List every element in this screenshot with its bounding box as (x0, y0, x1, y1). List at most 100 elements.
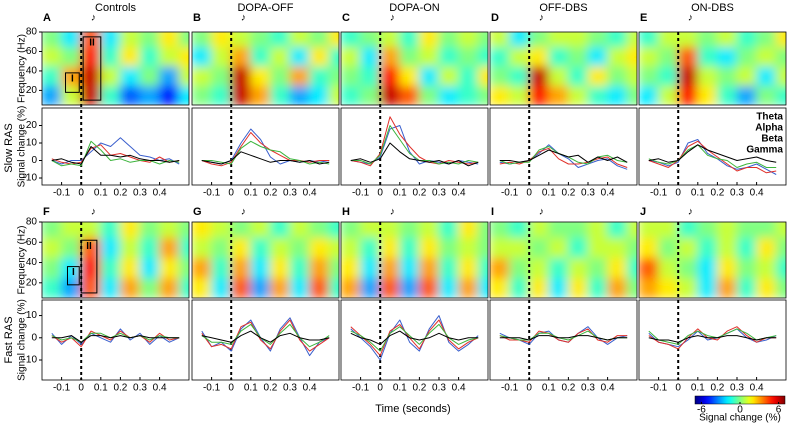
heatmap-cell (211, 256, 232, 279)
x-tick-label: 0 (78, 188, 84, 199)
heatmap-cell (775, 236, 786, 258)
heatmap-cell (477, 85, 488, 105)
heatmap-cell (178, 277, 189, 298)
heatmap-cell (309, 277, 330, 298)
series-line (51, 137, 180, 165)
heatmap-cell (61, 256, 82, 279)
heatmap-cell (119, 46, 141, 67)
heatmap-cell (399, 32, 420, 48)
heatmap-cell (80, 85, 102, 105)
heatmap-cell (42, 236, 63, 258)
heatmap-cell (438, 222, 460, 238)
heatmap (192, 222, 339, 298)
series-line (51, 332, 180, 343)
heatmap-cell (328, 32, 339, 48)
panel-letter: C (342, 12, 350, 24)
series-line (350, 116, 479, 167)
heatmap-cell (587, 85, 609, 105)
heatmap-cell (328, 277, 339, 298)
heatmap-cell (328, 236, 339, 258)
heatmap-cell (211, 85, 232, 105)
heatmap-cell (697, 236, 718, 258)
series-line (51, 335, 180, 343)
stimulus-symbol: ♪ (539, 207, 544, 218)
y-tick-label: 10 (26, 138, 38, 149)
heatmap-cell (360, 256, 381, 279)
x-tick-label: 0 (526, 383, 532, 394)
heatmap-cell (639, 85, 660, 105)
heatmap-cell (438, 46, 460, 67)
x-tick-label: 0.4 (153, 383, 167, 394)
heatmap-cell (477, 236, 488, 258)
heatmap-cell (360, 236, 381, 258)
heatmap-cell (677, 85, 699, 105)
heatmap-cell (309, 46, 330, 67)
heatmap-cell (490, 277, 511, 298)
panel-letter: D (491, 12, 499, 24)
series-line (648, 144, 777, 163)
series-line (201, 330, 330, 343)
heatmap-cell (139, 46, 161, 67)
heatmap-cell (775, 256, 786, 279)
heatmap-cell (309, 256, 330, 279)
heatmap-cell (418, 222, 440, 238)
stimulus-symbol: ♪ (688, 207, 693, 218)
heatmap-cell (250, 277, 271, 298)
heatmap-cell (756, 256, 777, 279)
heatmap-cell (587, 236, 609, 258)
x-tick-label: -0.1 (203, 383, 221, 394)
x-tick-label: 0 (228, 383, 234, 394)
heatmap-cell (458, 32, 479, 48)
heatmap-cell (639, 256, 660, 279)
heatmap-cell (360, 85, 381, 105)
column-title: DOPA-OFF (237, 2, 293, 14)
x-tick-label: 0.4 (303, 188, 317, 199)
heatmap-cell (178, 222, 189, 238)
series-line (648, 144, 777, 168)
heatmap-cell (139, 65, 161, 87)
heatmap-cell (230, 46, 252, 67)
heatmap-cell (211, 277, 232, 298)
x-tick-label: 0 (377, 188, 383, 199)
x-tick-label: 0.1 (244, 188, 258, 199)
heatmap-cell (639, 46, 660, 67)
heatmap-cell (548, 65, 569, 87)
y-axis-label: Frequency (Hz) (17, 34, 28, 103)
panel-frame (489, 31, 638, 106)
heatmap-cell (509, 46, 530, 67)
heatmap-cell (458, 46, 479, 67)
heatmap-cell (528, 277, 550, 298)
heatmap-cell (61, 32, 82, 48)
x-tick-label: 0.3 (432, 188, 446, 199)
heatmap-cell (567, 85, 589, 105)
heatmap-cell (341, 32, 362, 48)
heatmap-cell (626, 85, 637, 105)
heatmap-cell (677, 46, 699, 67)
heatmap-cell (341, 236, 362, 258)
panel-frame (191, 299, 340, 381)
heatmap-cell (697, 277, 718, 298)
heatmap-cell (100, 222, 121, 238)
heatmap-cell (250, 85, 271, 105)
heatmap-cell (269, 256, 291, 279)
heatmap-cell (548, 85, 569, 105)
heatmap-cell (159, 236, 180, 258)
series-line (201, 319, 330, 352)
heatmap-cells (490, 32, 637, 105)
y-tick-label: 0 (31, 155, 37, 166)
series-line (201, 323, 330, 348)
colorbar-label: Signal change (%) (699, 413, 781, 424)
panel-letter: G (193, 206, 202, 218)
stimulus-symbol: ♪ (241, 207, 246, 218)
x-tick-label: 0.3 (283, 188, 297, 199)
x-tick-label: 0.1 (244, 383, 258, 394)
heatmap-cell (100, 65, 121, 87)
heatmap (341, 32, 488, 105)
heatmap-cell (230, 65, 252, 87)
heatmap-cell (289, 222, 311, 238)
heatmap-cell (477, 277, 488, 298)
heatmap-cell (80, 236, 102, 258)
x-tick-label: 0.1 (691, 188, 705, 199)
x-tick-label: -0.1 (203, 188, 221, 199)
y-tick-label: 80 (26, 217, 38, 228)
